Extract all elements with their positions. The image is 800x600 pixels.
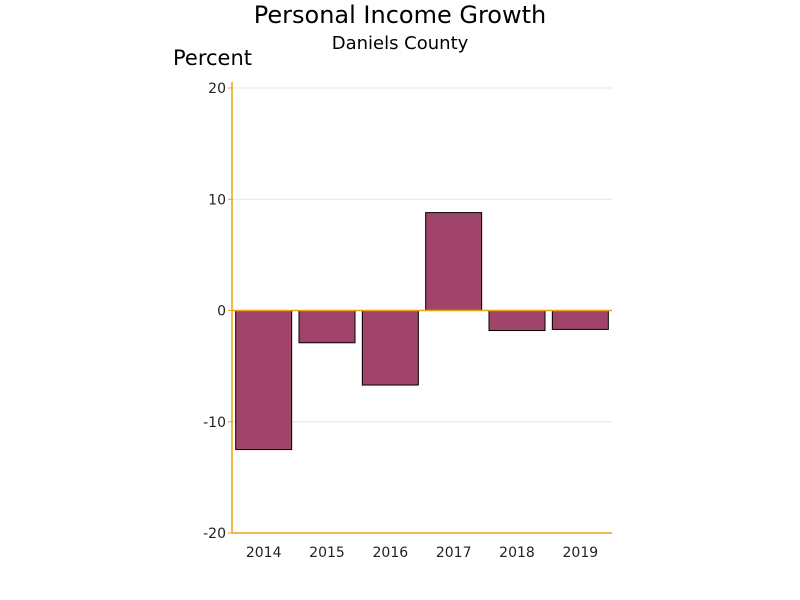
chart-subtitle: Daniels County	[331, 33, 469, 54]
y-axis-label: Percent	[173, 46, 253, 70]
bar-2017	[425, 212, 483, 312]
y-tick-label: 20	[208, 81, 226, 97]
bar-2015	[298, 310, 356, 344]
x-tick-label: 2018	[499, 545, 535, 561]
x-tick-label: 2015	[309, 545, 345, 561]
y-tick-label: 10	[208, 192, 226, 208]
y-tick-label: -20	[203, 526, 226, 542]
bar-2018	[488, 310, 546, 332]
x-tick-label: 2016	[373, 545, 409, 561]
y-tick-label: -10	[203, 415, 226, 431]
x-tick-label: 2019	[563, 545, 599, 561]
chart-title: Personal Income Growth	[253, 1, 547, 29]
x-tick-label: 2014	[246, 545, 282, 561]
y-tick-label: 0	[217, 304, 226, 320]
x-tick-label: 2017	[436, 545, 472, 561]
bar-2014	[235, 310, 293, 451]
bar-2019	[551, 310, 609, 330]
bar-2016	[361, 310, 419, 386]
